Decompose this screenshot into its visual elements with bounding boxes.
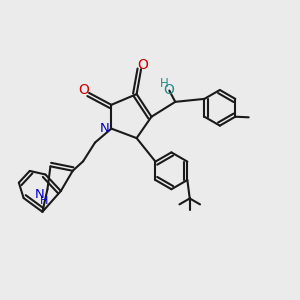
Text: O: O: [137, 58, 148, 72]
Text: H: H: [40, 196, 49, 206]
Text: O: O: [163, 83, 174, 97]
Text: O: O: [78, 83, 89, 97]
Text: N: N: [34, 188, 44, 201]
Text: H: H: [160, 77, 168, 90]
Text: N: N: [100, 122, 110, 135]
